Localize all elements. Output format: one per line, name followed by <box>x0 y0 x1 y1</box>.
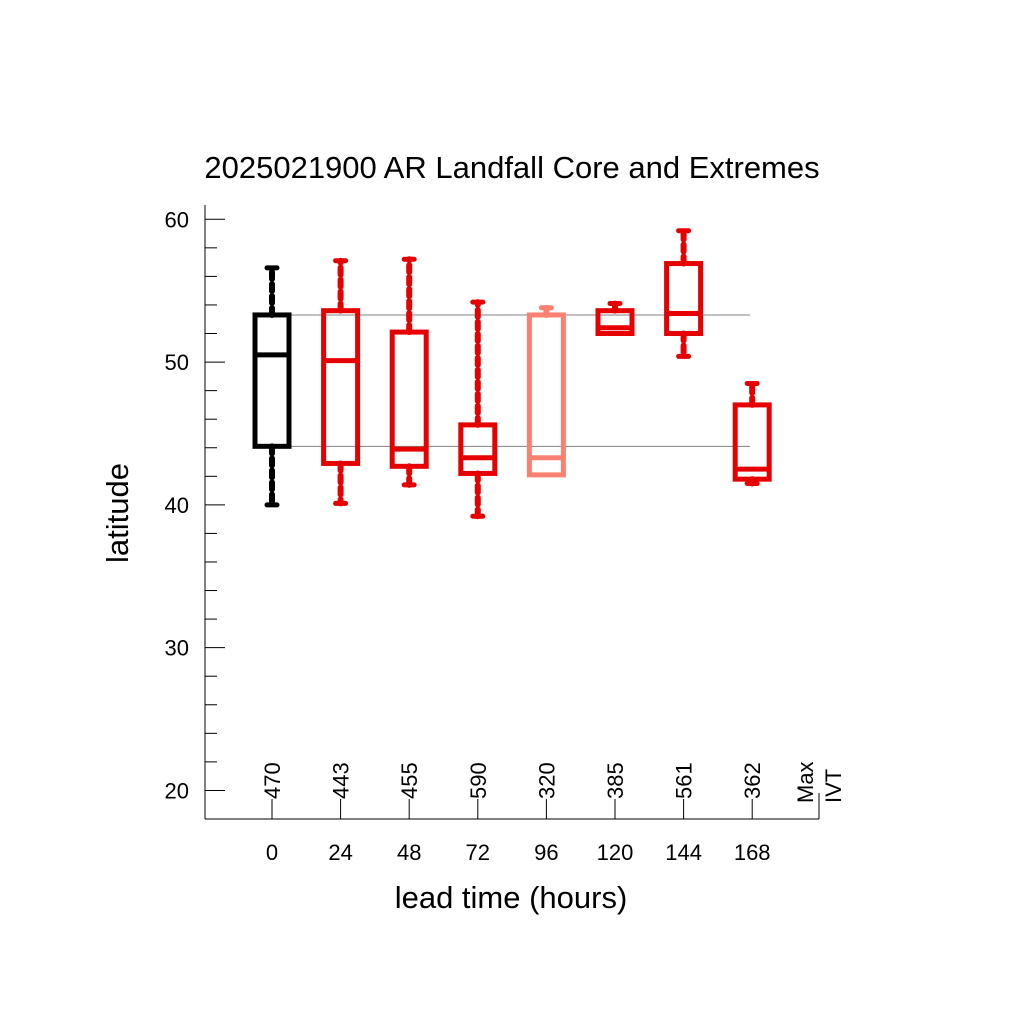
box-iqr <box>321 308 361 466</box>
box-group-96 <box>526 304 566 478</box>
y-tick-label: 30 <box>165 636 189 661</box>
x-axis-label: lead time (hours) <box>395 880 628 915</box>
box-iqr <box>595 308 635 337</box>
x-tick-label: 96 <box>534 840 558 865</box>
box-iqr <box>732 402 772 482</box>
chart-title: 2025021900 AR Landfall Core and Extremes <box>204 150 819 185</box>
axes: 20 30 40 50 60 0 24 48 72 96 120 144 168 <box>165 205 820 865</box>
x-tick-label: 120 <box>597 840 634 865</box>
y-tick-label: 60 <box>165 207 189 232</box>
box-iqr <box>526 312 566 478</box>
box-iqr <box>458 422 498 476</box>
x-tick-label: 24 <box>328 840 352 865</box>
y-tick-label: 50 <box>165 350 189 375</box>
y-tick-label: 20 <box>165 778 189 803</box>
x-tick-label: 144 <box>665 840 702 865</box>
x-tick-label: 48 <box>397 840 421 865</box>
box-iqr <box>252 312 292 449</box>
max-ivt-header: Max <box>793 761 818 803</box>
box-plots <box>252 227 772 520</box>
max-ivt-header: IVT <box>821 769 846 803</box>
x-tick-label: 72 <box>466 840 490 865</box>
box-group-0 <box>252 264 292 508</box>
max-ivt-value: 470 <box>260 762 285 799</box>
max-ivt-value: 455 <box>397 762 422 799</box>
max-ivt-value: 385 <box>603 762 628 799</box>
box-iqr <box>664 261 704 337</box>
box-group-24 <box>321 257 361 507</box>
box-group-120 <box>595 300 635 337</box>
box-group-48 <box>389 256 429 488</box>
max-ivt-value: 590 <box>466 762 491 799</box>
max-ivt-value: 561 <box>672 762 697 799</box>
max-ivt-labels: 470 443 455 590 320 385 561 362 Max IVT <box>260 761 846 803</box>
max-ivt-value: 443 <box>329 762 354 799</box>
max-ivt-value: 320 <box>534 762 559 799</box>
max-ivt-value: 362 <box>740 762 765 799</box>
box-iqr <box>389 329 429 469</box>
box-group-72 <box>458 299 498 520</box>
box-group-168 <box>732 380 772 487</box>
x-tick-label: 168 <box>734 840 771 865</box>
x-tick-label: 0 <box>266 840 278 865</box>
y-tick-label: 40 <box>165 493 189 518</box>
y-axis-label: latitude <box>100 463 135 563</box>
box-group-144 <box>664 227 704 360</box>
